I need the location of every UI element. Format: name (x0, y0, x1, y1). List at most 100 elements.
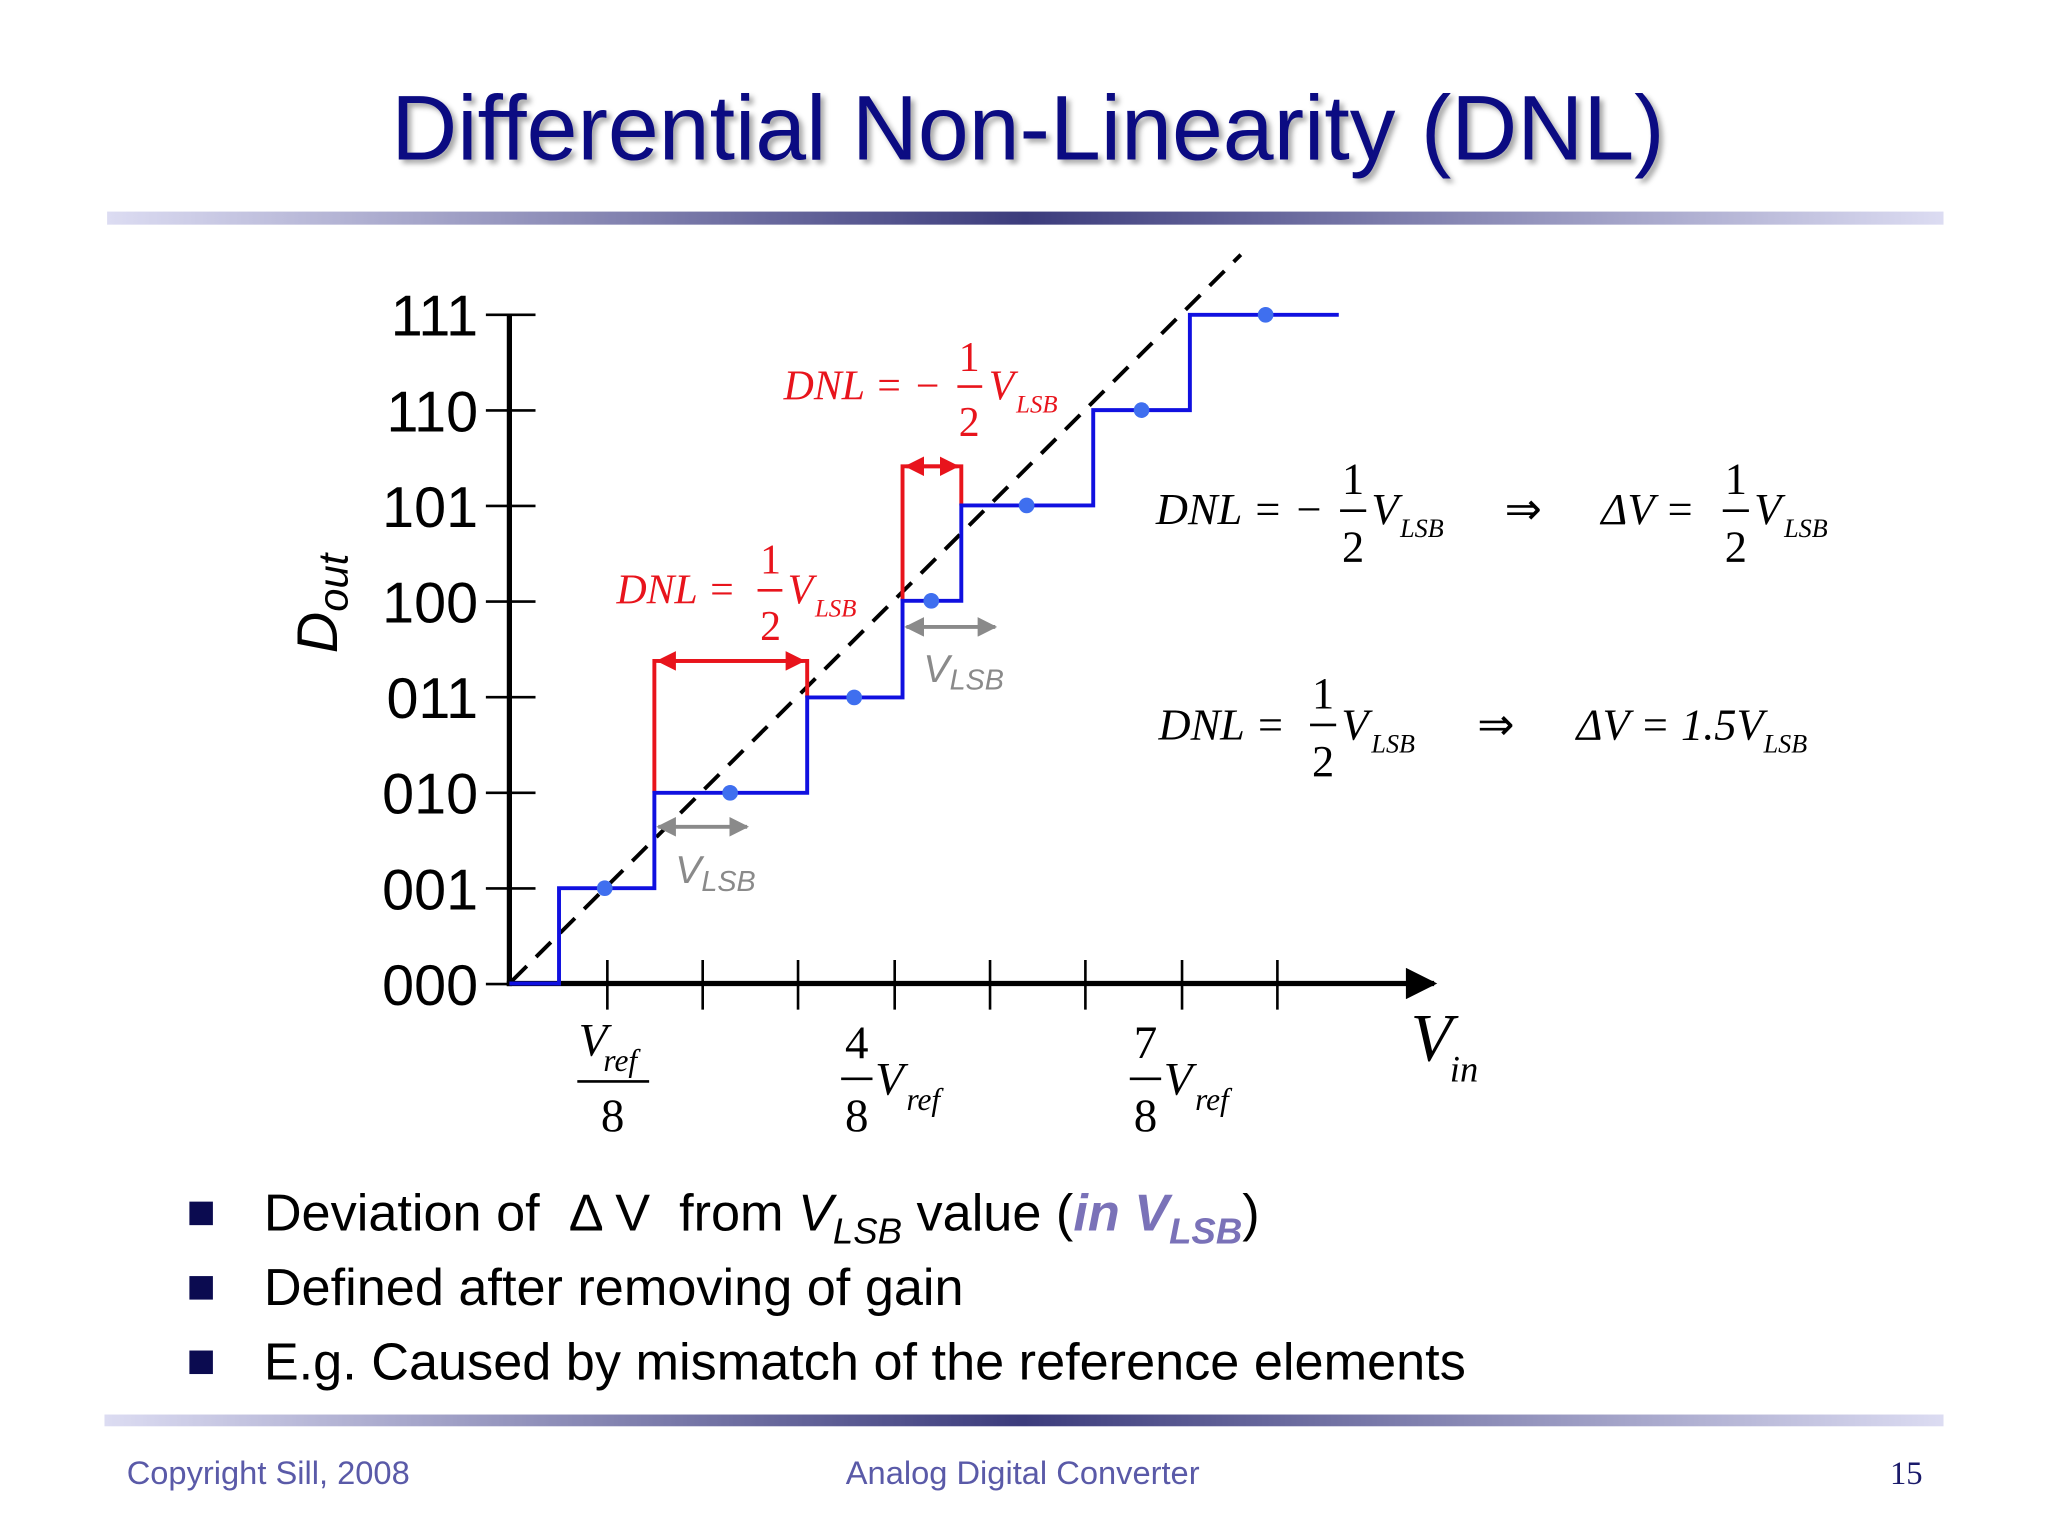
var: V (1737, 699, 1769, 749)
footer-left: Copyright Sill, 2008 (127, 1454, 410, 1491)
sub: LSB (950, 665, 1004, 697)
num: 1 (959, 335, 980, 381)
y-tick-label: 101 (382, 476, 478, 540)
bullet-mark (189, 1276, 213, 1300)
y-axis-label: Dout (286, 551, 356, 653)
footer-center: Analog Digital Converter (846, 1454, 1200, 1491)
dot (1257, 306, 1274, 323)
dnl-bracket (652, 658, 810, 793)
sub: LSB (1015, 392, 1057, 419)
y-tick-label: 100 (382, 571, 478, 635)
x-labels: V ref 8 4 8 V ref 7 8 V ref V in (577, 1000, 1478, 1142)
num: 1 (1342, 454, 1364, 504)
x-axis-label: V (1411, 1000, 1460, 1076)
den: 8 (1134, 1090, 1158, 1142)
run: Deviation of Δ V from (264, 1184, 798, 1242)
y-tick-label: 001 (382, 858, 478, 922)
run: value ( (902, 1184, 1074, 1242)
sub: LSB (701, 866, 755, 898)
vlsb-label: VLSB (675, 849, 755, 898)
den: 2 (1342, 522, 1364, 572)
var: V (1754, 484, 1786, 534)
run: V (798, 1184, 837, 1242)
sub: ref (906, 1082, 944, 1117)
den: 2 (959, 400, 980, 446)
var: V (923, 648, 953, 691)
bullet-mark (189, 1201, 213, 1226)
var: V (788, 567, 818, 613)
run: in V (1073, 1184, 1173, 1242)
lhs: DNL = (1158, 699, 1297, 749)
y-ticks: 111 110 101 100 011 010 001 000 (382, 285, 536, 1018)
equation: DNL = 1 2 V LSB ⇒ ΔV = 1.5VLSB (1158, 668, 1808, 786)
vlsb-label: VLSB (923, 648, 1003, 697)
dnl-bracket (900, 464, 964, 601)
sub: LSB (814, 595, 856, 622)
den: 2 (760, 604, 781, 650)
num: 4 (845, 1017, 869, 1069)
var: V (1371, 484, 1403, 534)
divider (104, 1414, 1944, 1427)
y-tick-label: 111 (391, 285, 478, 349)
bullet-mark (189, 1350, 213, 1375)
lhs: DNL = − (1155, 484, 1324, 534)
dot (596, 880, 613, 896)
den: 2 (1312, 736, 1334, 786)
lhs: DNL = − (783, 364, 942, 410)
y-tick-label: 011 (386, 667, 478, 731)
dot (923, 592, 940, 609)
den: 8 (601, 1090, 625, 1142)
ideal-line (510, 253, 1243, 983)
code-centers (596, 306, 1274, 896)
num: 1 (760, 537, 781, 583)
run: ) (1242, 1184, 1259, 1242)
dot (722, 784, 738, 801)
den: 2 (1725, 522, 1747, 572)
dnl-positive: DNL = 1 2 V LSB (615, 537, 856, 650)
num: 1 (1725, 454, 1747, 504)
sub: ref (1195, 1082, 1233, 1117)
var: V (875, 1054, 909, 1106)
implies: ⇒ (1505, 484, 1542, 534)
rhs: ΔV = (1599, 484, 1706, 534)
y-tick-label: 010 (382, 763, 478, 827)
divider (107, 211, 1944, 225)
sub: LSB (1370, 729, 1415, 758)
num: 1 (1312, 668, 1334, 718)
dot (1018, 497, 1035, 514)
sub: LSB (1783, 514, 1828, 543)
y-tick-label: 110 (386, 380, 478, 444)
var: D (286, 612, 350, 654)
sub: LSB (1763, 729, 1808, 758)
slide-title: Differential Non-Linearity (DNL) (391, 77, 1664, 179)
var: V (675, 849, 705, 892)
var: V (1341, 699, 1373, 749)
bullets: Deviation of Δ V from VLSB value (in VLS… (189, 1184, 1466, 1391)
bullet: Defined after removing of gain (264, 1259, 964, 1317)
bullet: E.g. Caused by mismatch of the reference… (264, 1333, 1466, 1391)
plot (506, 313, 1438, 1000)
dot (846, 689, 863, 706)
sub: LSB (1169, 1210, 1242, 1251)
y-tick-label: 000 (382, 954, 478, 1018)
den: 8 (845, 1090, 869, 1142)
sub: out (309, 551, 356, 611)
bullet: Deviation of Δ V from VLSB value (in VLS… (264, 1184, 1260, 1251)
sub: ref (603, 1043, 641, 1078)
implies: ⇒ (1477, 699, 1514, 749)
dot (1133, 402, 1150, 418)
equation: DNL = − 1 2 V LSB ⇒ ΔV = 1 2 V LSB (1155, 454, 1828, 572)
page-number: 15 (1890, 1456, 1923, 1492)
x-tick-marks (606, 959, 1279, 1010)
var: V (989, 364, 1019, 410)
var: V (1164, 1054, 1198, 1106)
rhs-text: ΔV = 1.5 (1574, 699, 1736, 749)
sub: LSB (833, 1210, 902, 1251)
num: V (579, 1014, 613, 1066)
x-axis-label-sub: in (1450, 1048, 1478, 1089)
sub: LSB (1399, 514, 1444, 543)
dnl-negative: DNL = − 1 2 V LSB (783, 335, 1058, 446)
num: 7 (1134, 1017, 1158, 1069)
